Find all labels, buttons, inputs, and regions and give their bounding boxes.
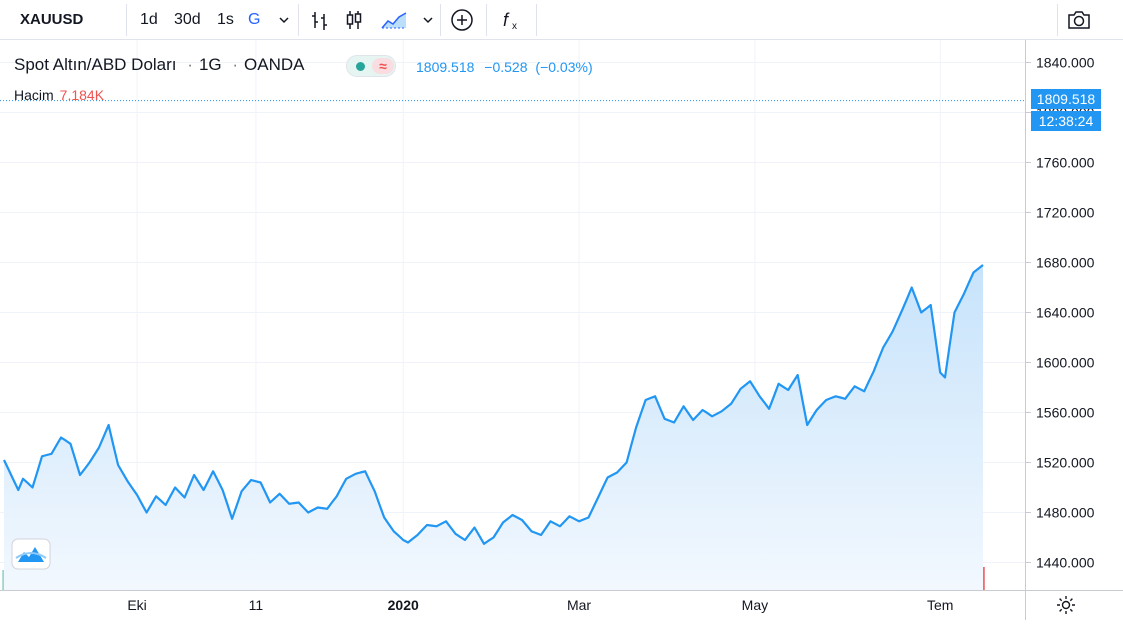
series-legend: Spot Altın/ABD Doları · 1G · OANDA	[14, 55, 305, 75]
area-chart-icon[interactable]	[380, 8, 407, 32]
time-tick-label: Tem	[927, 597, 953, 613]
market-status-pill[interactable]: ≈	[346, 55, 396, 77]
bar-chart-icon[interactable]	[308, 8, 332, 32]
price-chart	[0, 40, 1025, 590]
price-tick-label: 1680.000	[1036, 255, 1095, 271]
time-axis-labels: Eki 11 2020 Mar May Tem	[127, 597, 953, 613]
series-source: OANDA	[244, 55, 305, 74]
time-tick-label: 2020	[388, 597, 419, 613]
change-value: −0.528	[484, 59, 528, 75]
volume-label: Hacim	[14, 87, 54, 103]
symbol-search-button[interactable]: XAUUSD	[20, 11, 84, 28]
legend-values: 1809.518 −0.528 (−0.03%)	[416, 59, 593, 75]
chart-settings-corner	[1025, 590, 1123, 620]
settings-gear-icon[interactable]	[1054, 593, 1078, 617]
time-tick-label: Eki	[127, 597, 146, 613]
delayed-data-icon: ≈	[372, 58, 394, 74]
price-tick-label: 1840.000	[1036, 55, 1095, 71]
chart-pane[interactable]	[0, 40, 1025, 590]
countdown-label: 12:38:24	[1031, 111, 1101, 131]
chevron-down-icon[interactable]	[272, 8, 296, 32]
legend-separator: ·	[232, 55, 239, 74]
price-tick-label: 1520.000	[1036, 455, 1095, 471]
volume-value: 7.184K	[59, 87, 105, 103]
price-axis-labels: 1440.000 1480.000 1520.000 1560.000 1600.000…	[1026, 55, 1095, 571]
price-tick-label: 1560.000	[1036, 405, 1095, 421]
price-tick-label: 1440.000	[1036, 555, 1095, 571]
price-area	[3, 264, 984, 590]
svg-text:x: x	[512, 21, 517, 32]
market-open-dot-icon	[356, 62, 365, 71]
toolbar-divider	[126, 4, 127, 36]
toolbar-divider	[440, 4, 441, 36]
price-axis[interactable]: 1440.000 1480.000 1520.000 1560.000 1600.000…	[1025, 40, 1123, 590]
toolbar-divider	[486, 4, 487, 36]
price-tick-label: 1480.000	[1036, 505, 1095, 521]
candlestick-icon[interactable]	[342, 8, 366, 32]
tradingview-logo-icon[interactable]	[11, 538, 51, 570]
price-area-fill	[4, 265, 983, 590]
time-tick-label: May	[742, 597, 768, 613]
last-value: 1809.518	[416, 59, 475, 75]
toolbar-divider	[536, 4, 537, 36]
price-tick-label: 1600.000	[1036, 355, 1095, 371]
toolbar-divider	[298, 4, 299, 36]
interval-g-button[interactable]: G	[248, 11, 261, 28]
legend-separator: ·	[187, 55, 193, 74]
price-tick-label: 1720.000	[1036, 205, 1095, 221]
chevron-down-icon[interactable]	[416, 8, 440, 32]
interval-30d-button[interactable]: 30d	[174, 11, 201, 28]
time-tick-label: 11	[249, 597, 264, 613]
time-axis[interactable]: Eki 11 2020 Mar May Tem	[0, 590, 1025, 620]
change-percent: (−0.03%)	[535, 59, 593, 75]
interval-1d-button[interactable]: 1d	[140, 11, 158, 28]
svg-text:f: f	[503, 10, 510, 30]
price-tick-label: 1760.000	[1036, 155, 1095, 171]
toolbar-divider	[1057, 4, 1058, 36]
interval-1s-button[interactable]: 1s	[217, 11, 234, 28]
price-tick-label: 1640.000	[1036, 305, 1095, 321]
camera-icon[interactable]	[1066, 8, 1090, 32]
series-name: Spot Altın/ABD Doları	[14, 55, 177, 74]
plus-circle-icon[interactable]	[450, 8, 474, 32]
time-tick-label: Mar	[567, 597, 591, 613]
volume-legend: Hacim 7.184K	[14, 87, 104, 103]
price-line	[3, 264, 984, 545]
last-price-label: 1809.518	[1031, 89, 1101, 109]
series-interval: 1G	[198, 55, 222, 74]
